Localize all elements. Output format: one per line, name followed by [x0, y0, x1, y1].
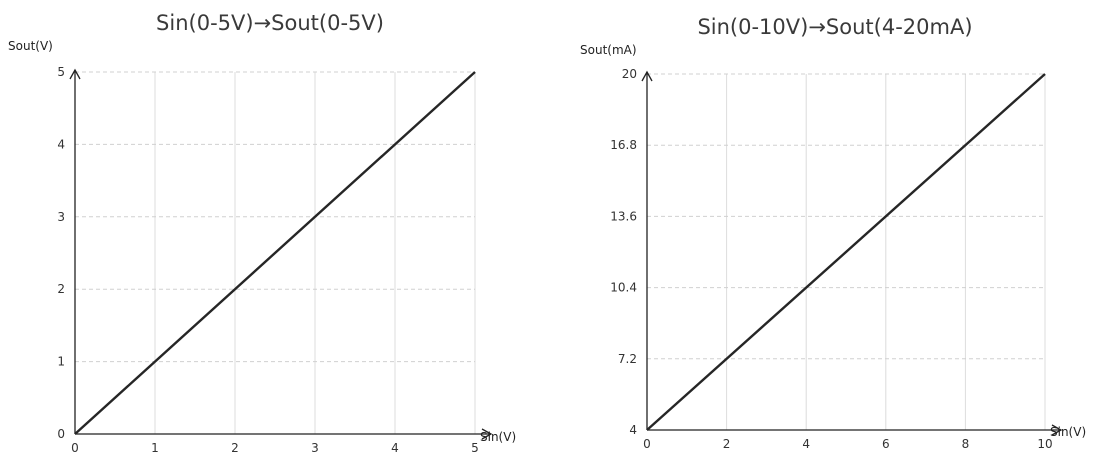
- x-tick-label: 4: [391, 441, 399, 455]
- y-tick-label: 10.4: [610, 281, 637, 295]
- chart-sin-0-10v-to-sout-4-20ma: Sin(0-10V)→Sout(4-20mA) Sout(mA) Sin(V) …: [580, 15, 1086, 451]
- y-tick-label: 2: [57, 282, 65, 296]
- series-line: [74, 71, 476, 435]
- tick-labels: 0 1 2 3 4 5 0 1 2 3 4 5: [57, 65, 478, 455]
- grid-layer: [75, 71, 476, 434]
- x-tick-label: 1: [151, 441, 159, 455]
- y-tick-label: 13.6: [610, 209, 637, 223]
- x-tick-label: 6: [882, 437, 890, 451]
- chart-title: Sin(0-5V)→Sout(0-5V): [156, 11, 384, 35]
- y-tick-label: 7.2: [618, 352, 637, 366]
- series-layer: [646, 73, 1046, 431]
- y-tick-label: 5: [57, 65, 65, 79]
- x-tick-label: 8: [962, 437, 970, 451]
- x-tick-label: 5: [471, 441, 479, 455]
- x-axis-arrow-icon: [1051, 424, 1063, 436]
- y-tick-label: 0: [57, 427, 65, 441]
- x-tick-label: 3: [311, 441, 319, 455]
- y-axis-arrow-icon: [641, 70, 653, 82]
- x-tick-label: 0: [71, 441, 79, 455]
- series-layer: [74, 71, 476, 435]
- y-axis-arrow-icon: [69, 68, 81, 80]
- grid-layer: [647, 73, 1046, 430]
- x-tick-label: 10: [1037, 437, 1052, 451]
- axes: [69, 68, 493, 440]
- x-tick-label: 2: [231, 441, 239, 455]
- x-tick-label: 0: [643, 437, 651, 451]
- y-tick-label: 1: [57, 355, 65, 369]
- y-tick-label: 4: [629, 423, 637, 437]
- series-line: [646, 73, 1046, 431]
- y-axis-label: Sout(V): [8, 39, 53, 53]
- y-tick-label: 20: [622, 67, 637, 81]
- axes: [641, 70, 1063, 436]
- y-tick-label: 4: [57, 137, 65, 151]
- tick-labels: 0 2 4 6 8 10 4 7.2 10.4 13.6 16.8 20: [610, 67, 1052, 451]
- x-tick-label: 4: [802, 437, 810, 451]
- y-axis-label: Sout(mA): [580, 43, 637, 57]
- x-tick-label: 2: [723, 437, 731, 451]
- chart-title: Sin(0-10V)→Sout(4-20mA): [697, 15, 972, 39]
- y-tick-label: 3: [57, 210, 65, 224]
- x-axis-arrow-icon: [481, 428, 493, 440]
- y-tick-label: 16.8: [610, 138, 637, 152]
